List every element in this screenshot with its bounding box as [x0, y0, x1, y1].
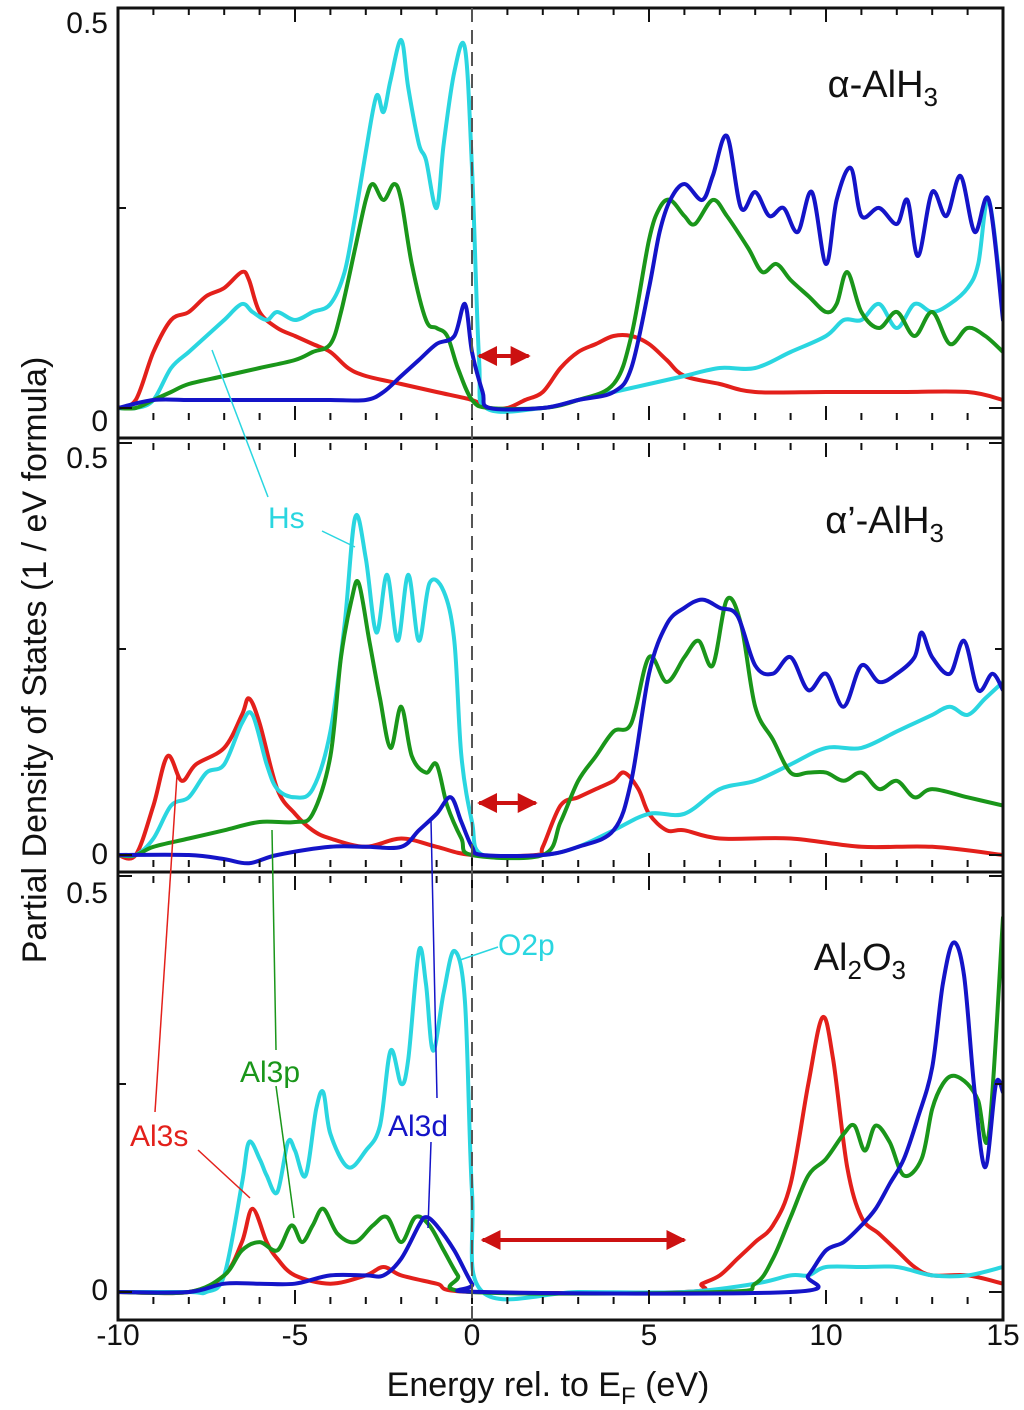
- y-axis-title: Partial Density of States (1 / eV formul…: [16, 357, 54, 964]
- panel-title-al2o3-al: Al: [814, 937, 848, 979]
- panel-2: [118, 513, 1003, 866]
- series-line-al3s-panel-1: [118, 269, 1003, 411]
- callout-al3d-leader-2: [427, 1141, 432, 1229]
- x-tick-label-5: 5: [641, 1319, 658, 1352]
- x-tick-label--5: -5: [282, 1319, 309, 1352]
- series-line-al3d-panel-3: [118, 940, 1003, 1296]
- panel-1: [118, 37, 1003, 414]
- callout-hs-leader-2: [321, 530, 356, 548]
- callout-o2p-leader: [459, 946, 499, 961]
- y-tick-bot-0: 0: [91, 1274, 108, 1307]
- x-axis-title-unit: (eV): [636, 1366, 710, 1404]
- ticks-panel-1: [118, 7, 1003, 420]
- callout-al3p-leader-1: [271, 829, 277, 1051]
- y-tick-mid-0: 0: [91, 838, 108, 871]
- series-line-al3d-panel-2: [118, 597, 1003, 866]
- x-tick-label--10: -10: [96, 1319, 139, 1352]
- axes-layer: [116, 6, 1005, 1322]
- panel-title-alpha-alh3: α-AlH3: [828, 64, 938, 112]
- y-tick-mid-0.5: 0.5: [66, 442, 108, 475]
- y-tick-bot-0.5: 0.5: [66, 877, 108, 910]
- panel-3: [118, 915, 1003, 1302]
- series-layer: [118, 37, 1003, 1302]
- x-axis-title-main: Energy rel. to E: [387, 1366, 621, 1404]
- x-tick-label-15: 15: [986, 1319, 1019, 1352]
- x-tick-label-0: 0: [464, 1319, 481, 1352]
- series-line-o2p-panel-3: [118, 946, 1003, 1302]
- callout-o2p: O2p: [498, 929, 555, 962]
- panel-title-alpha-sub: 3: [924, 82, 938, 112]
- y-tick-top-0.5: 0.5: [66, 7, 108, 40]
- series-line-hs-panel-2: [118, 513, 1003, 860]
- series-line-al3d-panel-1: [118, 133, 1003, 412]
- x-tick-label-10: 10: [809, 1319, 842, 1352]
- series-line-al3s-panel-2: [118, 696, 1003, 861]
- y-tick-top-0: 0: [91, 405, 108, 438]
- callout-hs: Hs: [268, 502, 305, 535]
- panel-title-alpha-prime-alh3: α’-AlH3: [825, 500, 944, 548]
- panel-title-al2o3-sub2: 2: [848, 955, 862, 985]
- panel-title-alpha-prime-main: α’-AlH: [825, 500, 929, 542]
- callout-al3s-leader-2: [197, 1149, 251, 1199]
- x-axis-title: Energy rel. to EF (eV): [387, 1366, 710, 1410]
- panel-title-al2o3-sub3: 3: [892, 955, 906, 985]
- series-line-al3p-panel-2: [118, 579, 1003, 861]
- plot-frame: [116, 6, 1005, 1322]
- callout-hs-leader-1: [211, 349, 269, 498]
- series-line-hs-panel-1: [118, 37, 1003, 414]
- series-line-al3p-panel-1: [118, 182, 1003, 411]
- panel-title-al2o3-o: O: [862, 937, 892, 979]
- panel-title-alpha-main: α-AlH: [828, 64, 924, 106]
- panel-title-alpha-prime-sub: 3: [930, 518, 944, 548]
- panel-title-al2o3: Al2O3: [814, 937, 906, 985]
- callout-al3p: Al3p: [240, 1056, 300, 1089]
- x-axis-title-sub: F: [621, 1383, 636, 1410]
- callout-al3s: Al3s: [130, 1120, 188, 1153]
- callout-al3s-leader-1: [154, 774, 178, 1113]
- callout-al3d-leader-1: [430, 819, 438, 1099]
- callout-al3d: Al3d: [388, 1110, 448, 1143]
- callout-al3p-leader-2: [275, 1085, 295, 1219]
